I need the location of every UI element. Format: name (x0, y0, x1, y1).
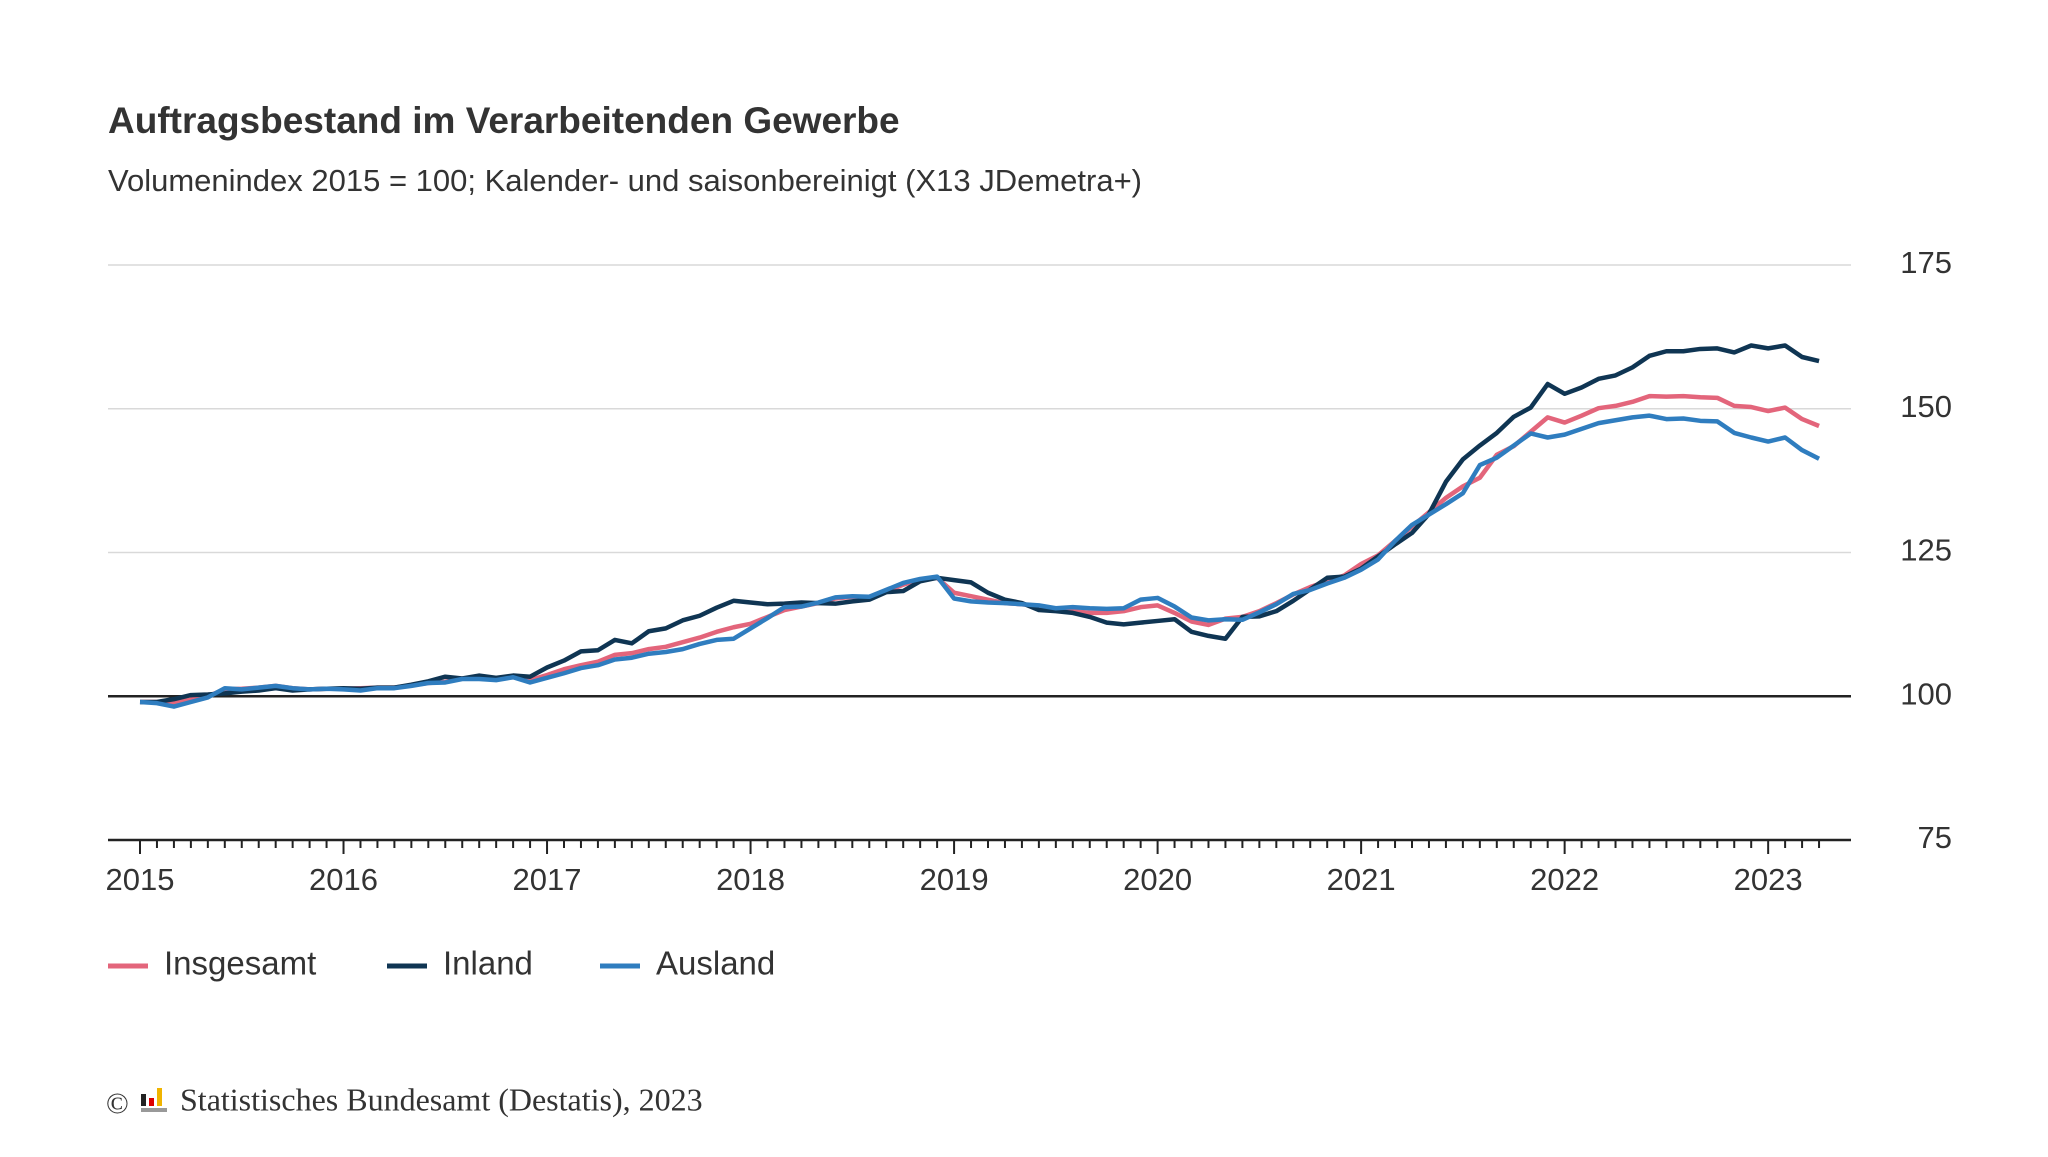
x-tick-label: 2016 (309, 862, 378, 897)
x-tick-label: 2021 (1327, 862, 1396, 897)
y-tick-label: 125 (1900, 533, 1952, 568)
logo-bar (149, 1098, 154, 1106)
chart-subtitle: Volumenindex 2015 = 100; Kalender- und s… (108, 163, 1142, 198)
copyright-sign: © (106, 1087, 129, 1120)
legend-item: Inland (387, 945, 533, 982)
footer-text: Statistisches Bundesamt (Destatis), 2023 (180, 1081, 703, 1117)
x-tick-label: 2017 (513, 862, 582, 897)
x-tick-label: 2023 (1734, 862, 1803, 897)
y-tick-label: 150 (1900, 389, 1952, 424)
x-tick-label: 2020 (1123, 862, 1192, 897)
x-tick-label: 2019 (920, 862, 989, 897)
legend-item: Ausland (600, 945, 775, 982)
y-tick-label: 75 (1918, 820, 1952, 855)
y-tick-label: 100 (1900, 676, 1952, 711)
legend-label: Inland (443, 945, 533, 982)
legend-label: Insgesamt (164, 945, 316, 982)
series-line (139, 413, 1821, 709)
footer: © Statistisches Bundesamt (Destatis), 20… (106, 1081, 703, 1120)
x-tick-label: 2015 (106, 862, 175, 897)
legend-item: Insgesamt (108, 945, 316, 982)
chart-title: Auftragsbestand im Verarbeitenden Gewerb… (108, 100, 900, 141)
x-tick-label: 2022 (1530, 862, 1599, 897)
logo-bar (157, 1088, 162, 1106)
logo-base (141, 1108, 167, 1112)
x-tick-label: 2018 (716, 862, 785, 897)
y-tick-label: 175 (1900, 245, 1952, 280)
logo-bar (141, 1094, 146, 1106)
legend-label: Ausland (656, 945, 775, 982)
